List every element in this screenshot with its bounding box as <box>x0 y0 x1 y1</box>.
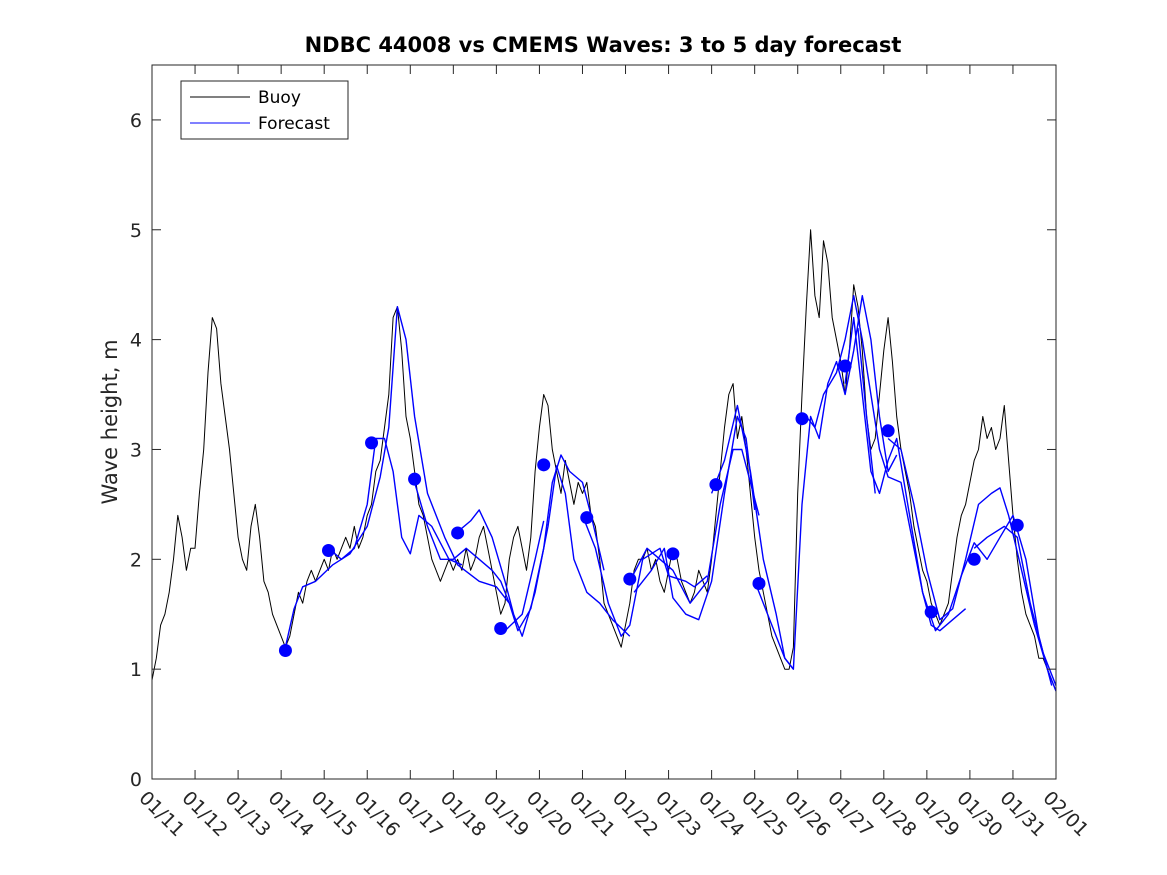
chart-title: NDBC 44008 vs CMEMS Waves: 3 to 5 day fo… <box>305 33 902 57</box>
forecast-marker <box>537 458 551 472</box>
y-tick-label: 2 <box>130 549 142 571</box>
legend-buoy-label: Buoy <box>258 88 301 108</box>
marker-layer <box>278 359 1024 657</box>
y-tick-label: 5 <box>130 220 142 242</box>
y-axis-label: Wave height, m <box>98 339 122 504</box>
series-line-forecast-11 <box>844 316 1053 686</box>
series-line-forecast-5 <box>581 515 708 637</box>
forecast-marker <box>365 436 379 450</box>
forecast-marker <box>967 552 981 566</box>
forecast-marker <box>580 511 594 525</box>
y-tick-label: 4 <box>130 330 142 352</box>
series-line-forecast-2 <box>413 454 605 632</box>
series-line-forecast-12 <box>887 437 1057 692</box>
y-tick-label: 6 <box>130 110 142 132</box>
forecast-marker <box>1010 518 1024 532</box>
series-line-forecast-13 <box>857 327 876 494</box>
series-line-forecast-0 <box>284 306 510 648</box>
series-layer <box>151 229 1057 692</box>
series-line-forecast-8 <box>710 404 794 670</box>
forecast-marker <box>795 412 809 426</box>
forecast-marker <box>752 576 766 590</box>
forecast-marker <box>408 472 422 486</box>
forecast-marker <box>451 526 465 540</box>
y-tick-label: 3 <box>130 439 142 461</box>
legend: Buoy Forecast <box>180 80 349 140</box>
y-tick-label: 1 <box>130 659 142 681</box>
forecast-marker <box>321 544 335 558</box>
series-line-forecast-4 <box>504 520 545 632</box>
forecast-marker <box>924 605 938 619</box>
series-line-forecast-14 <box>973 525 1057 686</box>
forecast-marker <box>278 643 292 657</box>
series-line-forecast-3 <box>457 465 631 637</box>
plot-frame <box>151 64 1057 780</box>
series-line-buoy <box>151 229 1057 692</box>
legend-box <box>180 80 349 140</box>
series-line-forecast-1 <box>328 437 463 566</box>
forecast-marker <box>494 622 508 636</box>
forecast-marker <box>709 478 723 492</box>
series-line-forecast-7 <box>633 415 756 621</box>
forecast-marker <box>838 359 852 373</box>
forecast-marker <box>623 572 637 586</box>
forecast-marker <box>881 424 895 438</box>
forecast-marker <box>666 547 680 561</box>
legend-forecast-label: Forecast <box>258 114 330 134</box>
y-axis: 0 1 2 3 4 5 6 <box>130 110 1056 791</box>
y-tick-label: 0 <box>130 769 142 791</box>
series-line-forecast-6 <box>629 448 760 604</box>
series-line-forecast-9 <box>754 295 898 670</box>
plot-background <box>152 65 1056 779</box>
